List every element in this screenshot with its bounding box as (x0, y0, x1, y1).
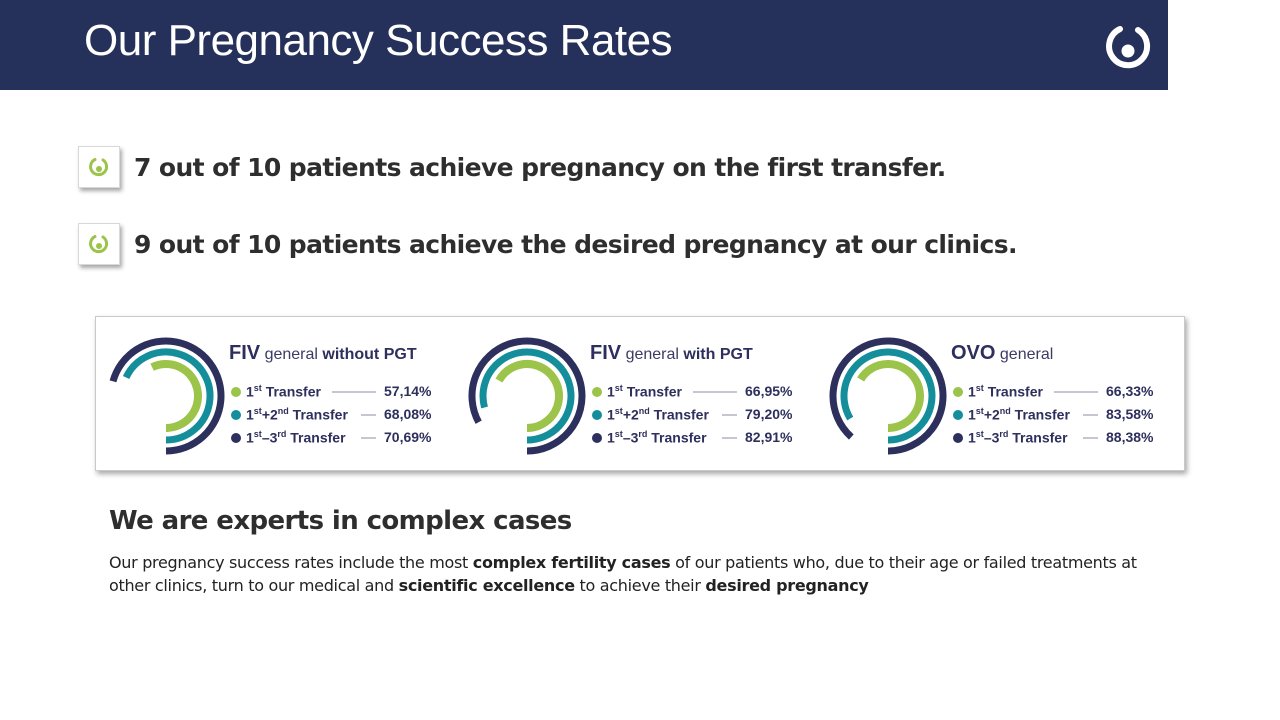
legend-dot (953, 433, 963, 443)
radial-arc-2-3 (468, 337, 586, 455)
legend-label: 1st+2nd Transfer (968, 406, 1070, 423)
bullet-text: 9 out of 10 patients achieve the desired… (134, 229, 1018, 259)
circular-arrow-icon (89, 158, 109, 177)
legend-dot (592, 387, 602, 397)
legend-dot (953, 387, 963, 397)
legend-label: 1st+2nd Transfer (607, 406, 709, 423)
experts-bold-1: complex fertility cases (472, 553, 671, 572)
chart-title-qualifier: with PGT (683, 346, 753, 363)
chart-title-main: FIV (590, 342, 622, 364)
bullet-item-first-transfer: 7 out of 10 patients achieve pregnancy o… (78, 145, 946, 189)
legend-dot (231, 410, 241, 420)
radial-arc-3-1 (857, 360, 924, 432)
legend-value: 66,33% (1106, 383, 1154, 399)
experts-text-2: of our patients who, due to their age or… (109, 553, 1137, 595)
radial-arc-2-2 (479, 348, 575, 444)
legend-label: 1st–3rd Transfer (607, 429, 707, 446)
chart-title: FIV general without PGT (229, 342, 417, 365)
clinic-logo-icon (1106, 26, 1151, 69)
legend-label: 1st Transfer (246, 383, 321, 400)
experts-bold-3: desired pregnancy (705, 576, 869, 595)
experts-paragraph: Our pregnancy success rates include the … (109, 551, 1159, 597)
chart-title: OVO general (951, 342, 1053, 365)
radial-arc-1-3 (109, 337, 225, 455)
experts-text-3: to achieve their (574, 576, 706, 595)
legend-value: 82,91% (745, 429, 793, 445)
bullet-box (78, 223, 120, 265)
legend-dot (592, 410, 602, 420)
page-title: Our Pregnancy Success Rates (84, 16, 673, 65)
legend-dot (592, 433, 602, 443)
chart-title-subtitle: general (260, 346, 323, 363)
legend-value: 66,95% (745, 383, 793, 399)
legend-label: 1st Transfer (968, 383, 1043, 400)
legend-label: 1st Transfer (607, 383, 682, 400)
radial-arc-1-1 (150, 360, 202, 432)
bullet-item-desired-pregnancy: 9 out of 10 patients achieve the desired… (78, 222, 1018, 266)
experts-text-1: Our pregnancy success rates include the … (109, 553, 473, 572)
legend-dot (231, 433, 241, 443)
chart-title-subtitle: general (621, 346, 684, 363)
radial-arc-2-1 (495, 360, 563, 432)
chart-title-qualifier: without PGT (322, 346, 417, 363)
legend-value: 88,38% (1106, 429, 1154, 445)
chart-title-main: FIV (229, 342, 261, 364)
radial-arc-1-2 (122, 348, 214, 444)
success-rates-chart-panel: FIV general without PGT 1st Transfer 57,14… (95, 316, 1185, 471)
experts-heading: We are experts in complex cases (109, 506, 572, 536)
bullet-box (78, 146, 120, 188)
legend-label: 1st–3rd Transfer (968, 429, 1068, 446)
header-bar: Our Pregnancy Success Rates (0, 0, 1168, 90)
legend-dot (231, 387, 241, 397)
legend-label: 1st–3rd Transfer (246, 429, 346, 446)
legend-dot (953, 410, 963, 420)
bullet-text: 7 out of 10 patients achieve pregnancy o… (134, 152, 946, 182)
legend-value: 79,20% (745, 406, 793, 422)
legend-value: 70,69% (384, 429, 432, 445)
radial-charts-svg (109, 337, 1098, 455)
legend-value: 83,58% (1106, 406, 1154, 422)
radial-arc-3-3 (829, 337, 947, 455)
experts-bold-2: scientific excellence (398, 576, 575, 595)
legend-value: 57,14% (384, 383, 432, 399)
chart-title: FIV general with PGT (590, 342, 753, 365)
legend-value: 68,08% (384, 406, 432, 422)
circular-arrow-icon (89, 235, 109, 254)
radial-arc-3-2 (840, 348, 936, 444)
legend-label: 1st+2nd Transfer (246, 406, 348, 423)
chart-title-main: OVO (951, 342, 996, 364)
chart-title-subtitle: general (995, 346, 1054, 363)
